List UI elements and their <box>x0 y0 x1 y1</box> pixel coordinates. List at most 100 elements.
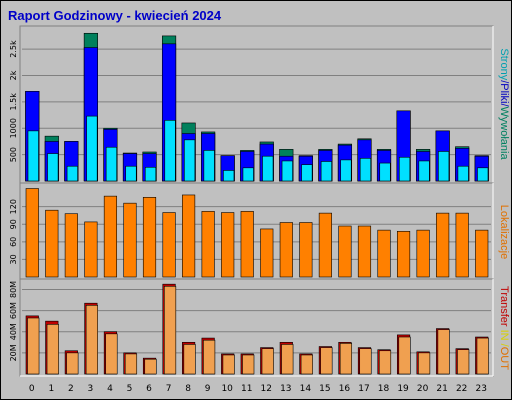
side-label-panel3: Transfer IN /OUT <box>498 286 510 370</box>
chart-title: Raport Godzinowy - kwiecień 2024 <box>8 8 222 23</box>
x-tick-label: 6 <box>146 384 152 394</box>
bar-pages <box>66 165 78 182</box>
x-tick-label: 5 <box>127 384 133 394</box>
y-tick-label: 90 <box>9 219 18 229</box>
bar-pages <box>301 164 313 182</box>
x-tick-label: 9 <box>205 384 211 394</box>
bar-transfer-in <box>261 348 274 375</box>
bar-visits <box>84 221 98 278</box>
side-label-part: IN <box>498 330 510 341</box>
x-tick-label: 3 <box>88 384 94 394</box>
y-tick-label: 1.5k <box>9 93 18 111</box>
bar-transfer-in <box>27 317 40 375</box>
x-tick-label: 12 <box>261 384 272 394</box>
bar-visits <box>162 212 176 278</box>
y-tick-label: 80M <box>9 281 18 298</box>
x-tick-label: 7 <box>166 384 172 394</box>
bar-visits <box>436 212 450 278</box>
y-tick-label: 120 <box>9 199 18 214</box>
panel-frame-transfer <box>19 278 494 377</box>
x-tick-label: 20 <box>417 384 429 394</box>
y-tick-label: 60 <box>9 237 18 247</box>
bar-transfer-in <box>378 350 392 375</box>
y-tick-label: 500 <box>9 147 18 162</box>
side-label-part: Wywołania <box>498 107 510 161</box>
bar-pages <box>438 151 450 182</box>
bar-transfer-in <box>124 353 138 375</box>
side-label-part: Pliki <box>498 83 510 103</box>
bar-pages <box>320 161 332 182</box>
bar-transfer-in <box>183 344 196 375</box>
bar-transfer-in <box>222 354 235 375</box>
bar-transfer-in <box>66 352 79 375</box>
bar-transfer-in <box>281 344 294 375</box>
bar-pages <box>398 156 411 182</box>
x-tick-label: 11 <box>241 384 252 394</box>
bar-pages <box>27 130 39 182</box>
side-label-part: / <box>498 80 510 84</box>
x-tick-label: 22 <box>456 384 467 394</box>
y-tick-label: 2.5k <box>9 40 18 58</box>
x-tick-label: 4 <box>107 384 113 394</box>
bar-pages <box>457 165 469 182</box>
x-tick-label: 0 <box>29 384 35 394</box>
bar-visits <box>396 230 411 278</box>
bar-pages <box>262 155 274 182</box>
bar-visits <box>103 195 118 278</box>
bar-pages <box>105 146 118 182</box>
bar-visits <box>260 228 274 278</box>
x-tick-label: 19 <box>397 384 409 394</box>
x-tick-label: 17 <box>358 384 369 394</box>
side-label-part: / <box>498 103 510 107</box>
bar-pages <box>125 165 137 182</box>
bar-transfer-in <box>46 324 59 375</box>
bar-pages <box>418 160 430 182</box>
bar-transfer-in <box>144 358 157 375</box>
bar-pages <box>379 162 391 182</box>
y-tick-label: 20M <box>9 344 18 361</box>
bar-visits <box>25 188 39 278</box>
bar-visits <box>201 211 215 278</box>
side-label-panel2: Lokalizacje <box>498 205 510 259</box>
bar-pages <box>223 170 235 182</box>
side-label-part: Strony <box>498 48 510 80</box>
bar-visits <box>279 222 293 278</box>
y-tick-label: 30 <box>9 254 18 264</box>
x-tick-label: 8 <box>185 384 191 394</box>
x-tick-label: 21 <box>436 384 447 394</box>
bar-transfer-in <box>300 354 313 375</box>
side-label-panel1: Strony/Pliki/Wywołania <box>498 48 510 160</box>
x-tick-label: 16 <box>339 384 351 394</box>
y-tick-label: 40M <box>9 323 18 340</box>
bar-pages <box>144 166 157 182</box>
bar-transfer-in <box>359 348 372 375</box>
bar-pages <box>340 159 352 182</box>
bar-visits <box>299 222 313 278</box>
bar-pages <box>164 120 176 182</box>
x-tick-label: 15 <box>319 384 330 394</box>
bar-pages <box>203 150 215 182</box>
bar-visits <box>240 211 254 278</box>
x-tick-label: 13 <box>280 384 291 394</box>
side-label-part: / <box>498 341 510 348</box>
bar-visits <box>416 229 430 278</box>
bar-visits <box>221 212 235 278</box>
side-label-part: Transfer <box>498 286 510 327</box>
y-tick-label: 1000 <box>9 118 18 138</box>
bar-pages <box>47 153 59 182</box>
bar-visits <box>45 209 59 278</box>
bar-pages <box>477 167 489 182</box>
bar-transfer-in <box>457 349 470 375</box>
bar-visits <box>182 194 196 278</box>
panel-frame-visits <box>19 182 494 280</box>
bar-visits <box>142 197 157 278</box>
bar-pages <box>281 160 293 182</box>
y-tick-label: 2k <box>9 70 18 80</box>
bar-visits <box>338 225 352 278</box>
bar-transfer-in <box>105 333 118 375</box>
x-tick-label: 10 <box>221 384 233 394</box>
bar-transfer-in <box>85 305 98 375</box>
bar-visits <box>64 213 78 278</box>
bar-transfer-in <box>437 329 450 375</box>
